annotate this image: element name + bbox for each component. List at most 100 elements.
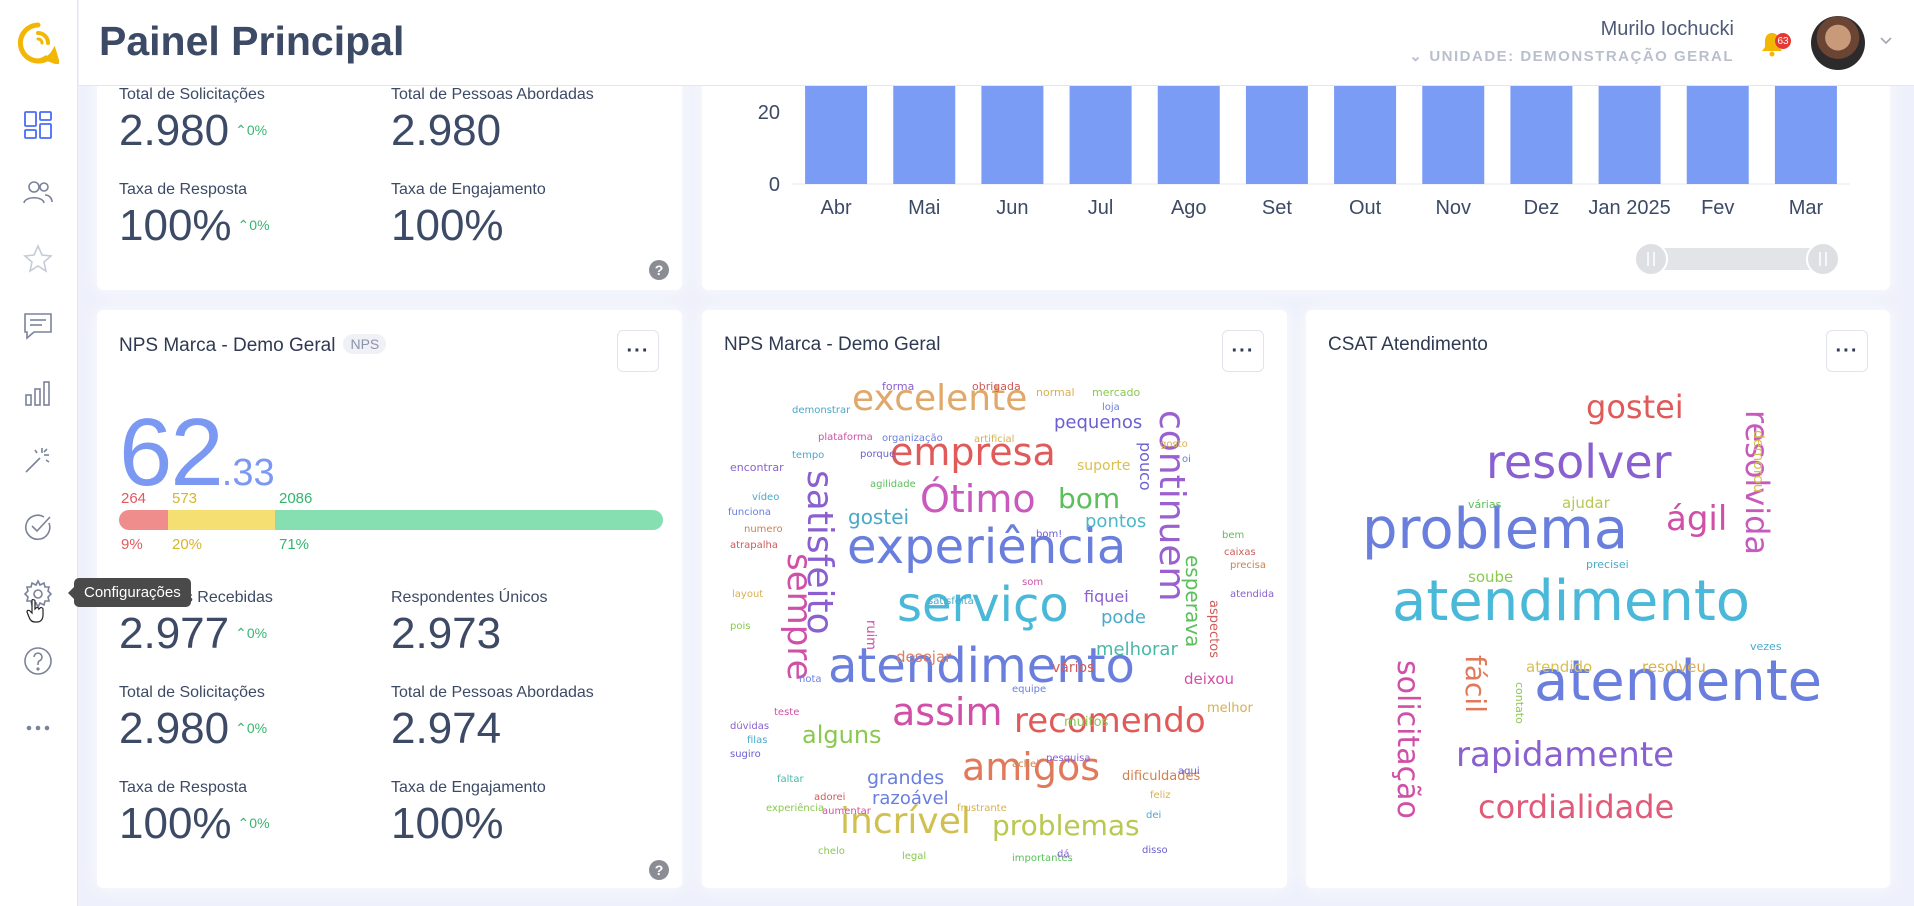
app-logo[interactable] — [17, 22, 59, 64]
word-cloud-word[interactable]: adorei — [814, 792, 845, 803]
word-cloud-word[interactable]: normal — [1036, 386, 1075, 399]
word-cloud-word[interactable]: vezes — [1750, 640, 1782, 653]
word-cloud-word[interactable]: aumentar — [822, 806, 872, 817]
word-cloud-word[interactable]: resolver — [1486, 435, 1672, 489]
nav-help[interactable] — [19, 642, 57, 680]
word-cloud-word[interactable]: fácil — [1459, 655, 1492, 713]
word-cloud-word[interactable]: experiência — [766, 802, 824, 814]
word-cloud-word[interactable]: problemas — [992, 809, 1140, 842]
unit-selector[interactable]: ⌄ UNIDADE: DEMONSTRAÇÃO GERAL — [1409, 47, 1734, 65]
word-cloud-word[interactable]: sempre — [779, 553, 819, 680]
word-cloud-word[interactable]: nota — [799, 674, 822, 685]
word-cloud-word[interactable]: legal — [902, 851, 926, 862]
word-cloud-word[interactable]: desejar — [896, 648, 952, 666]
word-cloud-word[interactable]: som — [1022, 577, 1043, 588]
word-cloud-word[interactable]: gostei — [1586, 388, 1684, 426]
range-slider-handle[interactable] — [1806, 242, 1840, 276]
word-cloud-word[interactable]: deixou — [1184, 670, 1234, 688]
range-slider-track[interactable] — [1634, 248, 1840, 270]
nav-reports[interactable] — [19, 374, 57, 412]
card-menu-button[interactable]: ··· — [1826, 330, 1868, 372]
word-cloud-word[interactable]: bom — [1058, 482, 1120, 515]
word-cloud-word[interactable]: disso — [1142, 845, 1168, 856]
word-cloud-word[interactable]: cordialidade — [1478, 788, 1674, 826]
word-cloud-word[interactable]: teste — [774, 707, 799, 718]
word-cloud-word[interactable]: atrapalha — [730, 540, 778, 551]
word-cloud-word[interactable]: fiquei — [1084, 587, 1129, 606]
word-cloud-word[interactable]: esperava — [1181, 555, 1205, 647]
word-cloud-word[interactable]: alguns — [802, 721, 882, 749]
card-menu-button[interactable]: ··· — [617, 330, 659, 372]
word-cloud-word[interactable]: forma — [882, 380, 914, 393]
word-cloud-word[interactable]: gostei — [848, 505, 909, 529]
word-cloud-word[interactable]: atendida — [1230, 589, 1274, 600]
word-cloud-word[interactable]: tempo — [792, 450, 824, 461]
word-cloud-word[interactable]: agilidade — [870, 479, 916, 490]
word-cloud-word[interactable]: soube — [1468, 568, 1513, 586]
word-cloud-word[interactable]: satisfeita — [928, 596, 974, 607]
help-icon[interactable]: ? — [649, 260, 669, 280]
word-cloud-word[interactable]: frustrante — [957, 803, 1007, 814]
nav-dashboard[interactable] — [19, 106, 57, 144]
word-cloud-word[interactable]: amigos — [962, 745, 1100, 789]
word-cloud-word[interactable]: excelente — [852, 378, 1027, 419]
word-cloud-word[interactable]: satisfeito — [799, 470, 840, 635]
word-cloud-word[interactable]: continuem — [1151, 410, 1192, 602]
word-cloud-word[interactable]: bom! — [1036, 529, 1062, 540]
word-cloud-word[interactable]: atendente — [1534, 649, 1822, 714]
word-cloud-word[interactable]: precisei — [1586, 558, 1629, 571]
word-cloud-word[interactable]: loja — [1102, 402, 1120, 413]
word-cloud-word[interactable]: oi — [1182, 454, 1191, 465]
word-cloud-word[interactable]: ajudar — [1562, 494, 1611, 512]
word-cloud-word[interactable]: incrível — [840, 801, 971, 842]
word-cloud-word[interactable]: resolvida — [1738, 410, 1776, 555]
word-cloud-word[interactable]: melhorar — [1096, 639, 1178, 660]
word-cloud-word[interactable]: demonstrar — [792, 405, 851, 416]
word-cloud-word[interactable]: muitos — [1064, 715, 1109, 730]
word-cloud-word[interactable]: empresa — [890, 430, 1056, 474]
word-cloud-word[interactable]: achei — [1012, 759, 1039, 770]
word-cloud-word[interactable]: importantes — [1012, 853, 1073, 864]
word-cloud-word[interactable]: encontrar — [730, 461, 784, 474]
nav-settings[interactable] — [19, 575, 57, 613]
word-cloud-word[interactable]: chelo — [818, 846, 845, 857]
chevron-down-icon[interactable] — [1878, 32, 1894, 48]
word-cloud-word[interactable]: funciona — [728, 507, 771, 518]
word-cloud-word[interactable]: feliz — [1150, 790, 1170, 801]
nav-messages[interactable] — [19, 307, 57, 345]
word-cloud-word[interactable]: dificuldades — [1122, 769, 1201, 784]
word-cloud-word[interactable]: gosto — [1160, 439, 1188, 450]
word-cloud-word[interactable]: ruim — [863, 620, 878, 650]
word-cloud-word[interactable]: equipe — [1012, 684, 1046, 695]
word-cloud-word[interactable]: grandes — [867, 767, 944, 789]
word-cloud-word[interactable]: ágil — [1666, 499, 1727, 539]
word-cloud-word[interactable]: demorou — [1750, 430, 1766, 493]
help-icon[interactable]: ? — [649, 860, 669, 880]
word-cloud-word[interactable]: pois — [730, 621, 750, 632]
word-cloud-word[interactable]: precisa — [1230, 560, 1266, 571]
nav-more[interactable] — [19, 709, 57, 747]
word-cloud-word[interactable]: rapidamente — [1456, 735, 1674, 775]
word-cloud-word[interactable]: atendimento — [1392, 569, 1750, 634]
word-cloud-word[interactable]: vídeo — [752, 491, 779, 503]
word-cloud-word[interactable]: layout — [732, 589, 763, 600]
word-cloud-word[interactable]: pesquisa — [1046, 753, 1091, 764]
avatar[interactable] — [1811, 16, 1865, 70]
word-cloud-word[interactable]: resolveu — [1642, 658, 1706, 676]
nav-favorites[interactable] — [19, 240, 57, 278]
word-cloud-word[interactable]: numero — [744, 524, 783, 535]
word-cloud-word[interactable]: bem — [1222, 530, 1244, 541]
word-cloud-word[interactable]: organização — [882, 433, 943, 444]
word-cloud-word[interactable]: melhor — [1207, 701, 1253, 716]
word-cloud-word[interactable]: Ótimo — [920, 477, 1036, 521]
word-cloud-word[interactable]: sugiro — [730, 749, 761, 760]
word-cloud-word[interactable]: caixas — [1224, 547, 1256, 558]
word-cloud-word[interactable]: dúvidas — [730, 720, 769, 732]
word-cloud-word[interactable]: aspectos — [1206, 600, 1221, 658]
word-cloud-word[interactable]: contato — [1513, 682, 1526, 724]
word-cloud-word[interactable]: dei — [1146, 810, 1161, 821]
word-cloud-word[interactable]: atendimento — [828, 638, 1135, 694]
word-cloud-word[interactable]: aqui — [1178, 766, 1200, 777]
word-cloud-word[interactable]: solicitação — [1390, 660, 1425, 819]
word-cloud-word[interactable]: assim — [892, 690, 1002, 734]
